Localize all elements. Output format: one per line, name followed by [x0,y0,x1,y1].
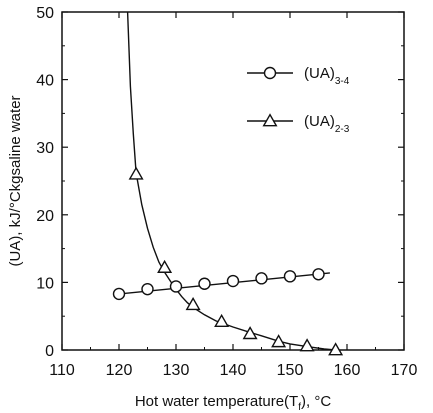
x-tick-label: 170 [391,362,418,379]
series-ua-3-4-point [141,282,154,296]
plot-frame [61,11,405,351]
y-tick-label: 20 [36,208,54,225]
series-ua-3-4-point [255,272,268,285]
series-ua-3-4-point [169,280,183,293]
series-ua-3-4-point [226,274,240,288]
legend-label-ua-2-3: (UA)2-3 [304,113,350,135]
y-tick-label: 10 [36,275,54,292]
x-axis-ticks: 110 120 130 140 150 160 170 [49,12,417,379]
series-ua-2-3-point [185,296,201,311]
x-axis-label: Hot water temperature(Tf), °C [135,393,332,413]
y-tick-label: 30 [36,140,54,157]
series-ua-2-3-point [242,326,258,340]
series-ua-2-3-point [214,313,230,328]
series-ua-3-4-point [312,268,325,281]
x-axis-label-unit: ), °C [301,393,331,410]
series-ua-2-3-point [128,166,144,180]
legend-label-ua-3-4: (UA)3-4 [304,65,350,87]
legend-marker-ua-2-3 [262,113,278,127]
legend: (UA)3-4 (UA)2-3 [247,65,350,135]
series-ua-2-3-curve [126,11,336,351]
x-tick-label: 150 [277,362,304,379]
y-tick-label: 40 [36,73,54,90]
series-layer [112,11,344,356]
y-axis-label: (UA), kJ/°Ckgsaline water [7,95,24,266]
y-tick-label: 0 [45,343,54,360]
series-ua-2-3-point [157,259,173,273]
series-ua-3-4-point [198,277,211,290]
series-ua-2-3-point [328,342,344,356]
y-axis-ticks: 0 10 20 30 40 50 [36,5,404,360]
x-tick-label: 160 [334,362,361,379]
series-ua-3-4-point [112,287,126,301]
legend-marker-ua-3-4 [263,66,277,80]
x-tick-label: 110 [49,362,75,379]
series-ua-3-4-point [283,270,297,283]
series-ua-2-3-point [299,338,315,352]
y-tick-label: 50 [36,5,54,22]
x-axis-label-subscript: f [298,402,301,413]
x-tick-label: 120 [106,362,133,379]
x-tick-label: 140 [220,362,247,379]
series-ua-2-3-point [271,334,287,348]
plot-area [61,11,405,351]
x-tick-label: 130 [163,362,190,379]
